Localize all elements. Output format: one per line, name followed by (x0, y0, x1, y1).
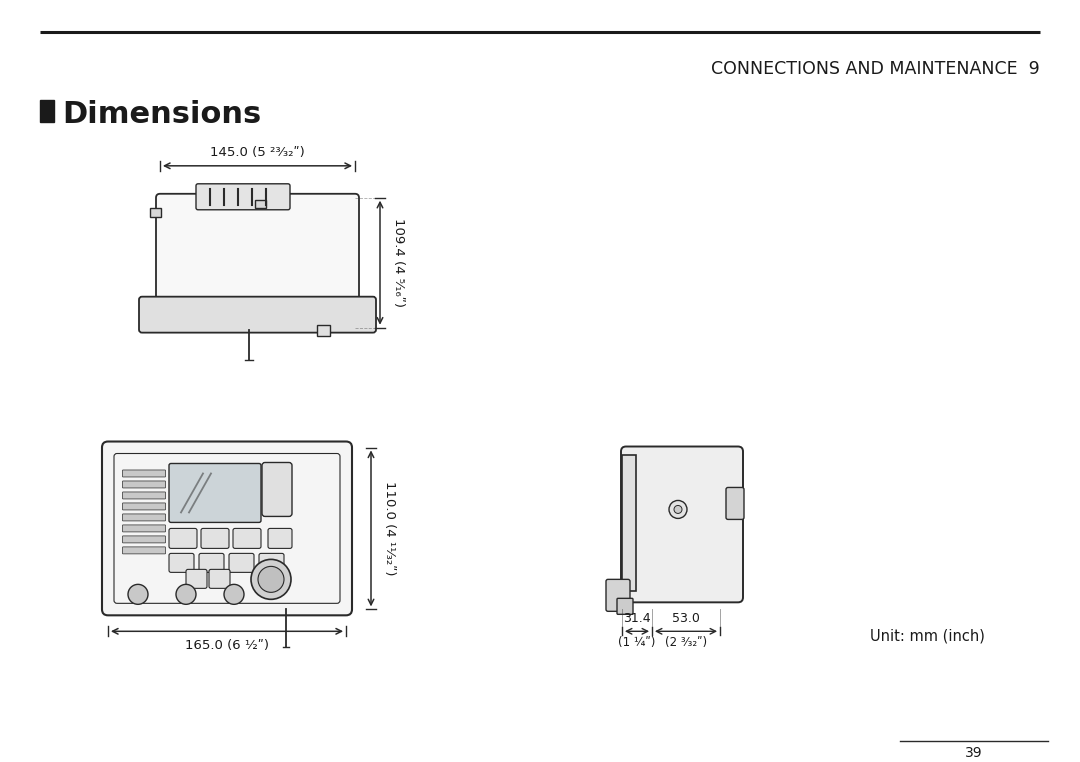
FancyBboxPatch shape (199, 553, 224, 572)
FancyBboxPatch shape (195, 184, 291, 210)
FancyBboxPatch shape (168, 463, 261, 523)
Text: 145.0 (5 ²³⁄₃₂ʺ): 145.0 (5 ²³⁄₃₂ʺ) (210, 146, 305, 158)
FancyBboxPatch shape (122, 514, 165, 521)
FancyBboxPatch shape (168, 553, 194, 572)
FancyBboxPatch shape (210, 569, 230, 588)
FancyBboxPatch shape (621, 447, 743, 602)
Text: Dimensions: Dimensions (62, 100, 261, 129)
FancyBboxPatch shape (122, 503, 165, 510)
Text: Unit: mm (inch): Unit: mm (inch) (870, 629, 985, 644)
FancyBboxPatch shape (122, 525, 165, 532)
FancyBboxPatch shape (229, 553, 254, 572)
Text: 31.4: 31.4 (623, 613, 651, 626)
FancyBboxPatch shape (606, 579, 630, 611)
Circle shape (224, 584, 244, 604)
FancyBboxPatch shape (102, 441, 352, 616)
Circle shape (674, 505, 681, 514)
FancyBboxPatch shape (122, 481, 165, 488)
Bar (622, 456, 636, 591)
FancyBboxPatch shape (617, 598, 633, 614)
Text: 165.0 (6 ½ʺ): 165.0 (6 ½ʺ) (185, 639, 269, 652)
FancyBboxPatch shape (122, 547, 165, 554)
FancyBboxPatch shape (262, 463, 292, 517)
Text: 53.0: 53.0 (672, 613, 700, 626)
FancyBboxPatch shape (726, 488, 744, 520)
FancyBboxPatch shape (156, 194, 359, 331)
Bar (150, 208, 161, 216)
FancyBboxPatch shape (201, 528, 229, 549)
FancyBboxPatch shape (122, 536, 165, 543)
Bar (255, 200, 266, 208)
FancyBboxPatch shape (122, 470, 165, 477)
Circle shape (669, 501, 687, 518)
Circle shape (176, 584, 195, 604)
FancyBboxPatch shape (233, 528, 261, 549)
Text: 110.0 (4 ¹¹⁄₃₂ʺ): 110.0 (4 ¹¹⁄₃₂ʺ) (383, 481, 396, 575)
Bar (40, 100, 54, 122)
Circle shape (129, 584, 148, 604)
FancyBboxPatch shape (259, 553, 284, 572)
Bar (318, 325, 330, 335)
FancyBboxPatch shape (186, 569, 207, 588)
FancyBboxPatch shape (139, 296, 376, 333)
Circle shape (258, 566, 284, 592)
Text: (1 ¼ʺ): (1 ¼ʺ) (619, 636, 656, 649)
Text: 109.4 (4 ⁵⁄₁₆ʺ): 109.4 (4 ⁵⁄₁₆ʺ) (392, 218, 405, 307)
Text: 39: 39 (966, 746, 983, 760)
Text: CONNECTIONS AND MAINTENANCE  9: CONNECTIONS AND MAINTENANCE 9 (712, 60, 1040, 78)
FancyBboxPatch shape (168, 528, 197, 549)
Circle shape (251, 559, 291, 600)
FancyBboxPatch shape (268, 528, 292, 549)
FancyBboxPatch shape (122, 492, 165, 499)
Text: (2 ³⁄₃₂ʺ): (2 ³⁄₃₂ʺ) (665, 636, 707, 649)
